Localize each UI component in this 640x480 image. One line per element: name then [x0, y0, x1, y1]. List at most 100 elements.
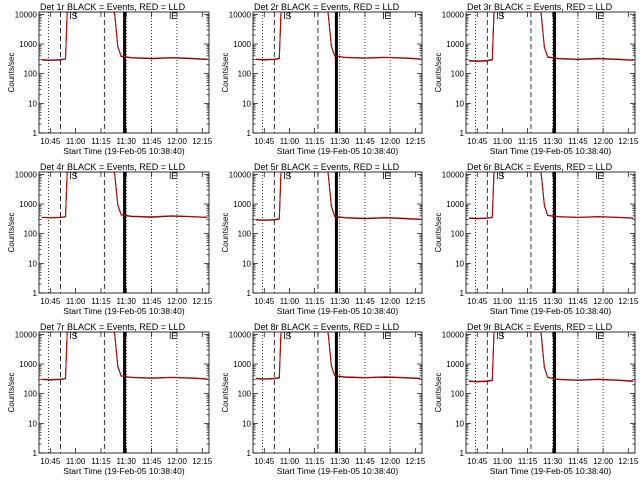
x-tick-label: 12:00 [593, 457, 614, 466]
y-tick-label: 100 [238, 70, 252, 79]
y-tick-label: 10000 [15, 330, 38, 339]
y-axis-label: Counts/sec [7, 212, 16, 252]
x-tick-label: 12:00 [593, 137, 614, 146]
series-lld-line [255, 12, 421, 61]
x-tick-label: 11:30 [330, 137, 350, 146]
marker-e: E [597, 11, 603, 21]
y-tick-label: 10 [28, 99, 37, 108]
x-tick-label: 11:00 [66, 297, 86, 306]
marker-s: S [285, 331, 291, 341]
series-lld-line [255, 332, 421, 380]
x-tick-label: 12:00 [380, 457, 401, 466]
y-tick-label: 100 [451, 70, 465, 79]
y-tick-label: 100 [451, 230, 465, 239]
x-tick-label: 10:45 [40, 297, 61, 306]
y-tick-label: 1000 [446, 360, 464, 369]
y-tick-label: 1000 [19, 40, 37, 49]
plot-area [255, 12, 421, 133]
y-tick-label: 10 [455, 419, 464, 428]
plot-area [255, 172, 421, 293]
x-tick-label: 11:00 [280, 297, 300, 306]
y-axis-label: Counts/sec [434, 372, 443, 412]
y-axis-label: Counts/sec [221, 52, 230, 92]
x-tick-label: 10:45 [467, 457, 488, 466]
x-tick-label: 11:15 [91, 297, 111, 306]
x-tick-label: 11:30 [117, 137, 137, 146]
x-tick-label: 11:45 [355, 297, 375, 306]
x-tick-label: 12:15 [405, 297, 426, 306]
x-tick-label: 11:15 [91, 137, 111, 146]
x-axis-label: Start Time (19-Feb-05 10:38:40) [63, 466, 185, 476]
series-lld-line [255, 172, 421, 221]
plot-frame [465, 331, 636, 454]
x-tick-label: 11:15 [518, 137, 538, 146]
x-tick-label: 12:15 [192, 297, 213, 306]
x-tick-label: 12:15 [405, 137, 426, 146]
x-tick-label: 11:45 [568, 297, 588, 306]
y-tick-label: 10 [242, 259, 251, 268]
y-tick-label: 10000 [15, 10, 38, 19]
x-tick-label: 11:00 [280, 457, 300, 466]
marker-e: E [597, 331, 603, 341]
panel-title: Det 8r BLACK = Events, RED = LLD [254, 322, 400, 332]
plot-frame [465, 11, 636, 134]
y-tick-label: 10000 [442, 330, 465, 339]
x-tick-label: 11:00 [66, 457, 86, 466]
marker-e: E [171, 11, 177, 21]
x-tick-label: 11:15 [305, 297, 325, 306]
y-tick-label: 10 [28, 259, 37, 268]
x-tick-label: 12:00 [167, 137, 188, 146]
x-tick-label: 11:15 [305, 457, 325, 466]
marker-s: S [498, 331, 504, 341]
x-tick-label: 11:45 [142, 297, 162, 306]
plot-area [468, 12, 634, 133]
marker-e: E [597, 171, 603, 181]
plot-frame [465, 171, 636, 294]
x-tick-label: 11:15 [518, 457, 538, 466]
x-tick-label: 12:15 [192, 137, 213, 146]
y-tick-label: 100 [24, 390, 38, 399]
marker-s: S [72, 11, 78, 21]
y-tick-label: 1 [247, 289, 252, 298]
x-tick-label: 10:45 [40, 137, 61, 146]
y-tick-label: 100 [451, 390, 465, 399]
x-tick-label: 11:00 [66, 137, 86, 146]
y-tick-label: 1000 [19, 200, 37, 209]
panel-title: Det 9r BLACK = Events, RED = LLD [467, 322, 613, 332]
x-tick-label: 12:00 [593, 297, 614, 306]
y-tick-label: 10 [455, 99, 464, 108]
y-tick-label: 1 [247, 129, 252, 138]
panel-title: Det 5r BLACK = Events, RED = LLD [254, 162, 400, 172]
y-axis-label: Counts/sec [7, 372, 16, 412]
y-axis-label: Counts/sec [221, 372, 230, 412]
x-tick-label: 11:00 [493, 457, 513, 466]
x-axis-label: Start Time (19-Feb-05 10:38:40) [490, 306, 612, 316]
y-tick-label: 1 [247, 449, 252, 458]
y-tick-label: 1 [460, 449, 465, 458]
marker-s: S [285, 171, 291, 181]
y-axis-label: Counts/sec [221, 212, 230, 252]
x-tick-label: 11:45 [355, 137, 375, 146]
marker-s: S [498, 11, 504, 21]
marker-e: E [171, 171, 177, 181]
y-tick-label: 1000 [446, 40, 464, 49]
panel-title: Det 1r BLACK = Events, RED = LLD [40, 2, 186, 12]
y-tick-label: 10 [242, 419, 251, 428]
y-tick-label: 1000 [233, 360, 251, 369]
x-tick-label: 11:45 [142, 137, 162, 146]
x-tick-label: 11:15 [91, 457, 111, 466]
y-tick-label: 1000 [233, 200, 251, 209]
x-tick-label: 12:15 [618, 457, 639, 466]
x-tick-label: 12:00 [167, 457, 188, 466]
plot-area [468, 172, 634, 293]
x-tick-label: 11:00 [493, 137, 513, 146]
panel-title: Det 3r BLACK = Events, RED = LLD [467, 2, 613, 12]
x-tick-label: 11:30 [543, 297, 563, 306]
marker-e: E [171, 331, 177, 341]
y-tick-label: 10000 [442, 170, 465, 179]
marker-s: S [72, 171, 78, 181]
